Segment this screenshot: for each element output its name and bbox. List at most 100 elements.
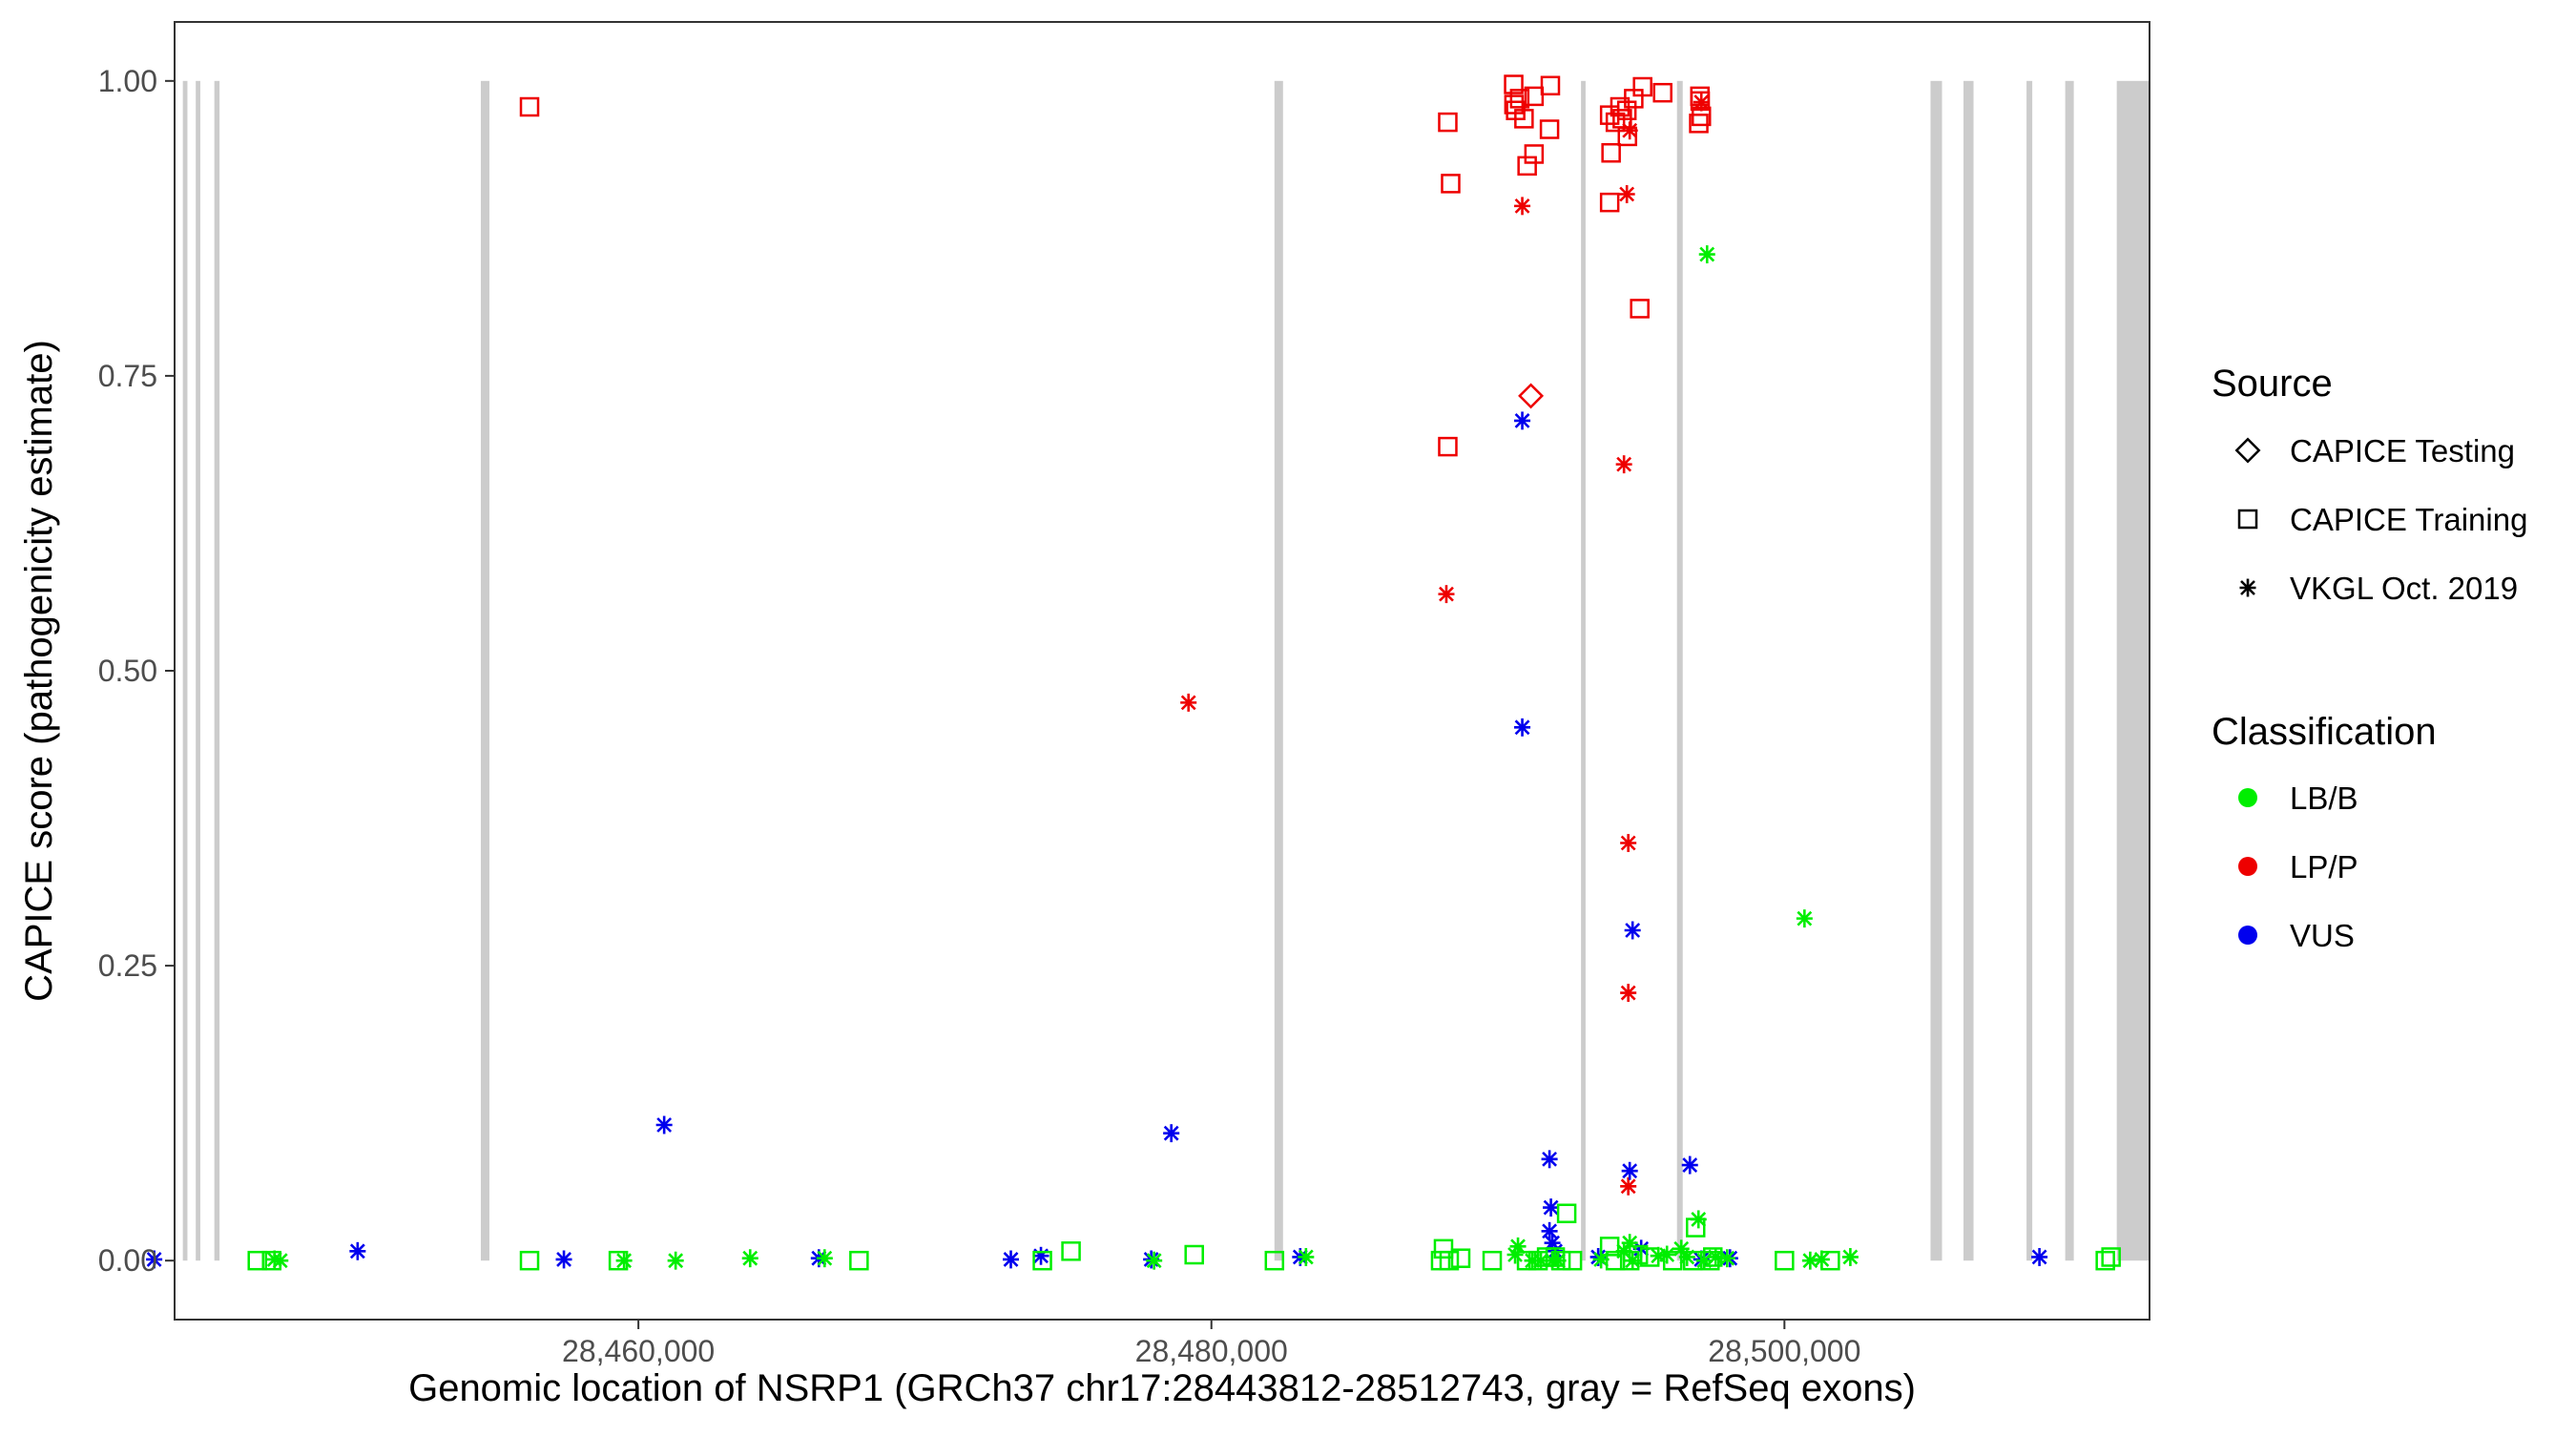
data-point-asterisk (1621, 121, 1638, 140)
x-tick-label: 28,480,000 (1135, 1334, 1288, 1368)
data-point-asterisk (1618, 185, 1635, 203)
data-point-asterisk (1438, 585, 1455, 604)
data-point-square (1632, 76, 1652, 97)
data-point-square (1264, 1250, 1285, 1271)
data-point-asterisk (1620, 1176, 1637, 1196)
data-point-asterisk (1624, 1251, 1641, 1270)
data-point-square (1599, 192, 1620, 213)
legend-title-source: Source (2212, 363, 2333, 405)
data-point-asterisk (2239, 578, 2256, 597)
exon-band (1930, 80, 1942, 1261)
data-point-asterisk (555, 1250, 572, 1269)
exon-band (2065, 80, 2074, 1261)
data-point-square (1605, 112, 1626, 133)
data-point-square (1438, 436, 1458, 457)
data-point-square (1504, 74, 1524, 94)
data-point-asterisk (816, 1249, 833, 1268)
exon-band (214, 80, 220, 1261)
data-point-asterisk (146, 1250, 163, 1269)
y-tick-label: 0.25 (98, 948, 157, 983)
legend-title-classification: Classification (2212, 711, 2437, 753)
exon-band (182, 80, 188, 1261)
exon-band (2116, 80, 2150, 1261)
legend-label-source: VKGL Oct. 2019 (2290, 571, 2518, 606)
data-point-asterisk (1841, 1248, 1859, 1266)
data-point-asterisk (1180, 693, 1197, 712)
data-point-square (2095, 1250, 2115, 1271)
data-point-asterisk (1690, 1210, 1707, 1229)
exon-band (1963, 80, 1974, 1261)
data-point-square (1441, 174, 1461, 194)
data-point-square (1556, 1203, 1577, 1223)
data-point-asterisk (667, 1251, 684, 1270)
data-point-square (2237, 509, 2258, 530)
data-point-asterisk (1620, 984, 1637, 1002)
data-point-square (1482, 1250, 1503, 1271)
data-point-square (1438, 112, 1458, 133)
data-point-diamond (1518, 383, 1545, 409)
x-axis-title: Genomic location of NSRP1 (GRCh37 chr17:… (408, 1367, 1916, 1409)
data-point-asterisk (272, 1251, 289, 1270)
data-point-square (1689, 114, 1709, 134)
data-point-asterisk (1514, 197, 1531, 216)
point-layer (146, 74, 2121, 1271)
data-point-square (519, 96, 540, 117)
legend-label-source: CAPICE Training (2290, 502, 2527, 537)
data-point-asterisk (655, 1115, 673, 1134)
data-point-asterisk (1163, 1124, 1180, 1143)
data-point-square (1509, 89, 1530, 109)
data-point-asterisk (1624, 921, 1641, 940)
data-point-square (1184, 1244, 1204, 1265)
y-axis-title: CAPICE score (pathogenicity estimate) (18, 340, 60, 1002)
exon-band (1581, 80, 1586, 1261)
data-point-asterisk (1541, 1221, 1558, 1240)
data-point-square (1539, 119, 1560, 139)
data-point-square (1439, 1250, 1460, 1271)
exon-band (1274, 80, 1283, 1261)
data-point-square (1524, 144, 1545, 164)
legend-label-classification: LB/B (2290, 780, 2358, 816)
data-point-asterisk (349, 1241, 366, 1260)
data-point-asterisk (1514, 411, 1531, 430)
legend-key-classification (2238, 926, 2257, 945)
data-point-square (247, 1250, 267, 1271)
data-point-asterisk (1698, 245, 1715, 264)
legend: Source Classification CAPICE Testing CAPI… (2212, 363, 2527, 953)
y-tick-label: 0.50 (98, 654, 157, 688)
data-point-asterisk (741, 1249, 758, 1268)
data-point-asterisk (1621, 1161, 1638, 1180)
data-point-asterisk (1532, 1251, 1549, 1270)
data-point-asterisk (1658, 1245, 1675, 1264)
data-point-square (1504, 94, 1525, 114)
data-point-square (1775, 1250, 1795, 1271)
data-point-square (1032, 1250, 1052, 1271)
data-point-square (1630, 299, 1650, 319)
data-point-square (849, 1250, 869, 1271)
data-point-asterisk (1003, 1250, 1020, 1269)
data-point-asterisk (1549, 1251, 1567, 1270)
exon-band (196, 80, 200, 1261)
exon-band (2026, 80, 2033, 1261)
data-point-asterisk (1509, 1237, 1527, 1256)
data-point-asterisk (1298, 1248, 1315, 1266)
data-point-square (2101, 1247, 2121, 1267)
data-point-square (1628, 1244, 1649, 1265)
exon-band (480, 80, 489, 1261)
data-point-diamond (2234, 437, 2261, 464)
x-tick-label: 28,500,000 (1708, 1334, 1860, 1368)
legend-key-classification (2238, 788, 2257, 807)
data-point-asterisk (1541, 1150, 1558, 1169)
data-point-asterisk (1615, 455, 1632, 474)
data-point-square (1540, 75, 1561, 96)
data-point-asterisk (1695, 1251, 1713, 1270)
legend-label-source: CAPICE Testing (2290, 433, 2515, 468)
data-point-square (1524, 86, 1545, 107)
data-point-square (1517, 156, 1537, 177)
data-point-asterisk (2031, 1248, 2048, 1266)
data-point-asterisk (1621, 1234, 1638, 1253)
data-point-asterisk (1592, 1250, 1610, 1269)
data-point-square (1061, 1241, 1081, 1261)
data-point-square (1514, 109, 1534, 129)
data-point-asterisk (1514, 718, 1531, 737)
y-tick-label: 0.00 (98, 1243, 157, 1278)
